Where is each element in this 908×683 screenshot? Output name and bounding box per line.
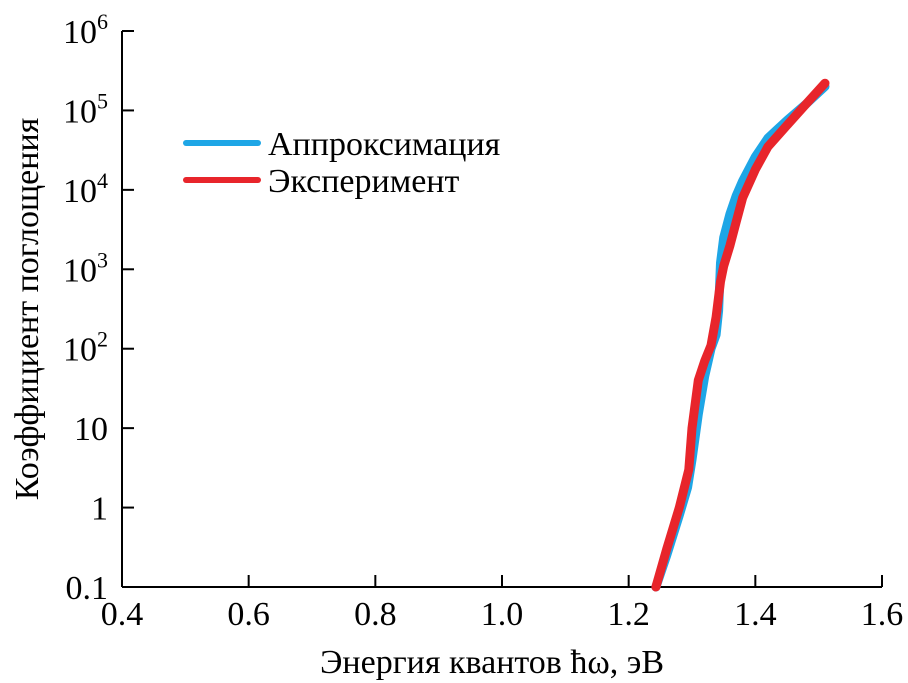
x-axis-title: Энергия квантов ħω, эВ (320, 644, 664, 681)
y-tick-label: 10 (74, 411, 108, 448)
x-tick-label: 1.0 (481, 596, 524, 633)
y-tick-exponent: 5 (97, 88, 108, 113)
y-tick-label: 1 (91, 491, 108, 528)
x-tick-label: 0.8 (354, 596, 397, 633)
y-tick-base: 10 (63, 173, 97, 210)
x-tick-label: 1.4 (734, 596, 777, 633)
y-tick-base: 10 (63, 14, 97, 51)
y-tick-label: 106 (63, 9, 108, 51)
x-tick-label: 0.6 (227, 596, 270, 633)
legend-label-experiment: Эксперимент (268, 163, 459, 200)
y-tick-exponent: 4 (97, 168, 108, 193)
legend: Аппроксимация Эксперимент (183, 126, 501, 200)
y-axis-title: Коэффициент поглощения (9, 117, 46, 500)
y-tick-base: 10 (63, 252, 97, 289)
axes (121, 31, 882, 588)
y-tick-exponent: 6 (97, 9, 108, 34)
x-tick-label: 1.2 (607, 596, 650, 633)
y-tick-exponent: 2 (97, 327, 108, 352)
y-tick-label: 103 (63, 247, 108, 289)
y-tick-label: 0.1 (66, 570, 109, 607)
y-tick-label: 105 (63, 88, 108, 130)
x-ticks: 0.4 0.6 0.8 1.0 1.2 1.4 1.6 (101, 575, 904, 633)
series-layer (651, 78, 830, 592)
y-tick-exponent: 3 (97, 247, 108, 272)
y-tick-label: 102 (63, 327, 108, 369)
x-tick-label: 1.6 (861, 596, 904, 633)
y-tick-label: 104 (63, 168, 108, 210)
legend-label-approximation: Аппроксимация (268, 126, 501, 163)
x-tick-label: 0.4 (101, 596, 144, 633)
y-tick-base: 10 (63, 93, 97, 130)
series-line-experiment (651, 78, 830, 592)
y-tick-base: 10 (63, 332, 97, 369)
